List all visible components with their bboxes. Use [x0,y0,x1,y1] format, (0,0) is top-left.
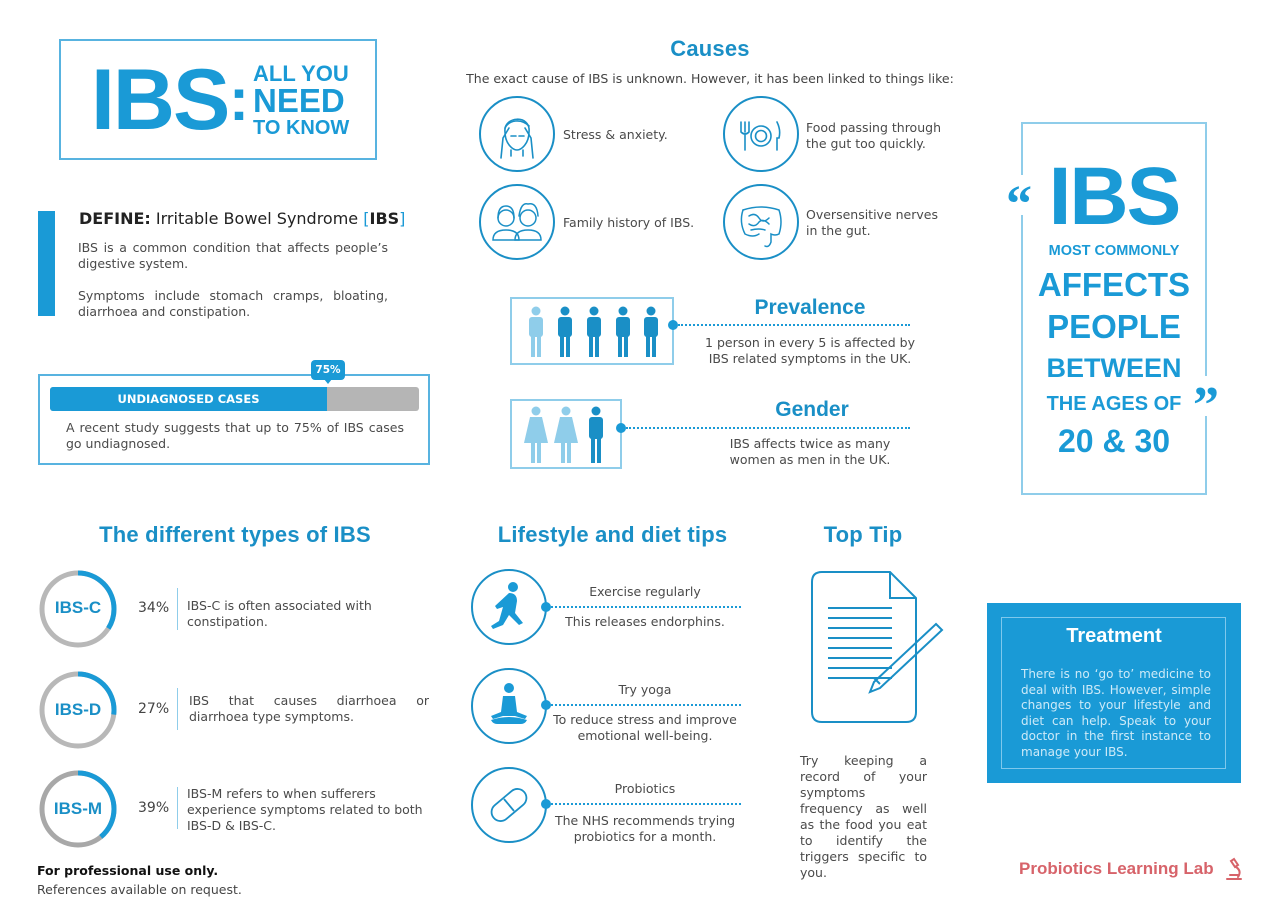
tip-1-dotted-line [551,606,741,608]
intestines-icon [723,184,799,260]
causes-subtitle: The exact cause of IBS is unknown. Howev… [466,71,954,86]
title-line-1: ALL YOU [253,61,349,86]
professional-use-notice: For professional use only. [37,863,219,878]
tip-1-heading: Exercise regularly [589,584,701,599]
cause-text-stress: Stress & anxiety. [563,127,668,142]
undiagnosed-progress-bar: UNDIAGNOSED CASES [50,387,419,411]
prevalence-title: Prevalence [754,296,866,319]
gender-text: IBS affects twice as many women as men i… [729,436,891,467]
tip-3-heading: Probiotics [614,781,676,796]
define-label: DEFINE: [79,209,151,228]
tip-1-text: This releases endorphins. [565,614,725,629]
tip-3-connector-dot [541,799,551,809]
quote-age-range: 20 & 30 [1057,423,1171,459]
treatment-panel: Treatment There is no ‘go to’ medicine t… [987,603,1241,783]
ibs-m-donut-ring [39,770,117,848]
document-pencil-icon [811,571,944,723]
gender-dotted-line [626,427,910,429]
types-title: The different types of IBS [99,522,371,547]
ibs-m-text: IBS-M refers to when sufferers experienc… [187,786,423,833]
title-ibs: IBS [91,52,230,148]
prevalence-dotted-line [678,324,910,326]
title-line-2: NEED [253,82,345,119]
prevalence-text: 1 person in every 5 is affected by IBS r… [705,335,915,366]
fork-plate-knife-icon [723,96,799,172]
undiagnosed-text: A recent study suggests that up to 75% o… [66,420,404,451]
ibs-m-divider [177,787,178,829]
ibs-d-label: IBS-D [54,700,102,719]
close-quote-mark: ” [1193,376,1221,434]
title-subtitle: ALL YOU NEED TO KNOW [253,61,350,140]
ibs-c-donut-ring [39,570,117,648]
tips-title: Lifestyle and diet tips [497,522,728,547]
tip-3-dotted-line [551,803,741,805]
undiagnosed-bar-label: UNDIAGNOSED CASES [117,392,260,406]
person-icon [529,306,543,357]
define-paragraph-2: Symptoms include stomach cramps, bloatin… [78,288,388,319]
references-note: References available on request. [37,882,242,897]
tip-2-connector-dot [541,700,551,710]
ibs-d-divider [177,688,178,730]
treatment-text: There is no ‘go to’ medicine to deal wit… [1021,667,1211,759]
prevalence-connector-dot [668,320,678,330]
define-accent-bar [38,211,55,316]
ibs-c-text: IBS-C is often associated with constipat… [187,598,372,629]
tip-2-heading: Try yoga [618,682,672,697]
ibs-c-percent: 34% [138,600,170,616]
ibs-c-label: IBS-C [54,598,102,617]
define-paragraph-1: IBS is a common condition that affects p… [78,240,388,271]
quote-between: BETWEEN [1046,353,1182,383]
top-tip-text: Try keeping a record of your symptoms fr… [800,753,927,880]
define-term: Irritable Bowel Syndrome [155,209,359,228]
stressed-woman-icon [479,96,555,172]
quote-the-ages-of: THE AGES OF [1046,393,1182,415]
yoga-icon [471,668,547,744]
undiagnosed-percent-badge: 75% [311,360,345,384]
cause-text-family: Family history of IBS. [563,215,695,230]
prevalence-people-box [510,297,674,365]
tip-1-connector-dot [541,602,551,612]
undiagnosed-panel [38,374,430,465]
bracket-open: [ [363,209,370,228]
undiagnosed-progress-fill [50,387,327,411]
gender-people-box [510,399,622,469]
bracket-close: ] [399,209,406,228]
cause-text-food: Food passing through the gut too quickly… [806,120,941,151]
title-colon: : [229,66,249,133]
gender-title: Gender [775,398,849,421]
age-quote-box [1021,122,1207,495]
define-heading: DEFINE: Irritable Bowel Syndrome [IBS] [79,209,405,228]
treatment-inner-border [1001,617,1226,769]
ibs-d-percent: 27% [138,701,170,717]
family-faces-icon [479,184,555,260]
microscope-icon [1226,857,1242,880]
causes-title: Causes [670,36,750,61]
runner-icon [471,569,547,645]
quote-affects: AFFECTS [1037,266,1191,303]
ibs-m-label: IBS-M [53,799,103,818]
brand-name: Probiotics Learning Lab [1019,859,1214,878]
cause-text-nerves: Oversensitive nerves in the gut. [806,207,938,238]
quote-most-commonly: MOST COMMONLY [1048,243,1180,259]
ibs-m-percent: 39% [138,800,170,816]
ibs-c-divider [177,588,178,630]
tip-3-text: The NHS recommends trying probiotics for… [554,813,736,844]
treatment-title: Treatment [1066,625,1162,647]
tip-2-dotted-line [551,704,741,706]
capsule-icon [471,767,547,843]
ibs-d-donut-ring [39,671,117,749]
title-banner: IBS : ALL YOU NEED TO KNOW [59,39,377,160]
tip-2-text: To reduce stress and improve emotional w… [553,712,737,743]
quote-ibs: IBS [1048,151,1182,242]
quote-people: PEOPLE [1047,308,1181,345]
define-abbr: IBS [369,209,400,228]
ibs-d-text: IBS that causes diarrhoea or diarrhoea t… [189,693,429,724]
top-tip-title: Top Tip [823,522,903,547]
title-line-3: TO KNOW [253,117,350,139]
gender-connector-dot [616,423,626,433]
